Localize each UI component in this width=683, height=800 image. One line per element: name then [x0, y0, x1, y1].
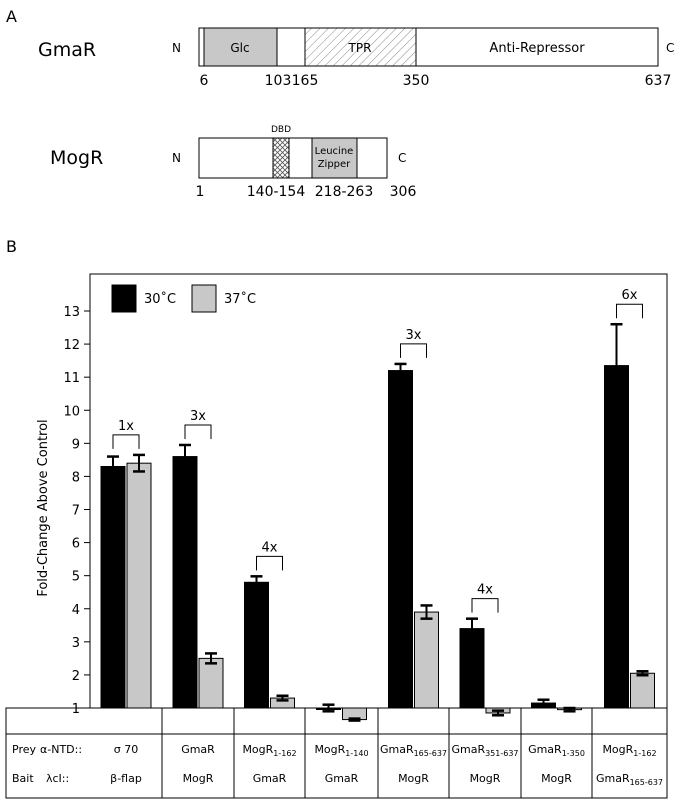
bait-cell: GmaR165-637: [596, 772, 663, 787]
gmar-c-terminus: C: [666, 41, 674, 55]
bar-30c: [604, 365, 629, 709]
prey-row-label: Prey: [12, 743, 36, 756]
table-frame: [5, 707, 668, 799]
prey-cell: GmaR351-637: [451, 743, 518, 758]
fold-bracket: [256, 555, 283, 571]
gmar-pos-350: 350: [403, 73, 430, 89]
bar-30c: [172, 456, 198, 709]
gmar-pos-165: 165: [292, 73, 319, 89]
gmar-tpr-label: TPR: [348, 41, 372, 55]
bar-37c: [630, 672, 655, 709]
bait-cell: MogR: [398, 772, 429, 785]
mogr-protein-bar: [198, 137, 388, 179]
y-tick-label: 7: [72, 504, 80, 519]
mogr-leucine-zipper-domain: [311, 137, 358, 179]
bar-37c: [198, 657, 224, 709]
y-tick-label: 9: [72, 437, 80, 452]
fold-label: 3x: [190, 409, 206, 424]
mogr-pos-140-154: 140-154: [247, 184, 306, 200]
mogr-lz-label-2: Zipper: [318, 159, 351, 170]
gmar-pos-103: 103: [265, 73, 292, 89]
bait-cell: MogR: [183, 772, 214, 785]
fold-label: 6x: [622, 288, 638, 303]
prey-cell: MogR1-162: [242, 743, 296, 758]
y-tick-label: 5: [72, 570, 80, 585]
bait-row-sub: λcI::: [46, 772, 69, 785]
mogr-n-terminus: N: [172, 151, 181, 165]
bait-cell: MogR: [470, 772, 501, 785]
fold-label: 1x: [118, 419, 134, 434]
y-tick-label: 3: [72, 636, 80, 651]
fold-bracket: [471, 598, 499, 613]
legend-label-30c: 30˚C: [144, 291, 176, 307]
y-axis-label: Fold-Change Above Control: [36, 419, 51, 596]
fold-bracket: [400, 343, 427, 358]
y-tick-label: 13: [63, 305, 80, 320]
gmar-pos-6: 6: [200, 73, 209, 89]
bait-row-label: Bait: [12, 772, 34, 785]
y-tick-label: 6: [72, 537, 80, 552]
gmar-glc-domain: [203, 27, 278, 67]
y-tick-label: 10: [63, 404, 80, 419]
prey-cell: GmaR165-637: [380, 743, 447, 758]
bait-cell: MogR: [541, 772, 572, 785]
bar-37c: [414, 611, 439, 709]
gmar-name: GmaR: [38, 39, 96, 61]
gmar-anti-repressor-label: Anti-Repressor: [489, 41, 585, 56]
mogr-dbd-label: DBD: [271, 125, 291, 135]
fold-label: 4x: [477, 583, 493, 598]
legend-label-37c: 37˚C: [224, 291, 256, 307]
bait-cell: GmaR: [325, 772, 359, 785]
bait-cell: GmaR: [253, 772, 287, 785]
fold-bracket: [616, 303, 643, 319]
fold-bracket: [112, 434, 140, 449]
mogr-dbd-domain: [272, 137, 290, 179]
gmar-glc-label: Glc: [230, 41, 249, 55]
y-tick-label: 12: [63, 338, 80, 353]
prey-cell: GmaR: [181, 743, 215, 756]
gmar-pos-637: 637: [645, 73, 672, 89]
mogr-pos-306: 306: [390, 184, 417, 200]
fold-label: 3x: [406, 328, 422, 343]
bar-30c: [244, 581, 269, 709]
bar-30c: [459, 628, 485, 709]
prey-bait-table: Prey α-NTD:: Bait λcI:: σ 70 GmaR MogR1-16…: [5, 707, 668, 799]
fold-label: 4x: [262, 540, 278, 555]
prey-cell: σ 70: [114, 743, 138, 756]
y-tick-label: 8: [72, 470, 80, 485]
legend-swatch-30c: [111, 284, 137, 313]
legend-swatch-37c: [191, 284, 217, 313]
bait-cell: β-flap: [110, 772, 142, 785]
panel-b-label: B: [6, 237, 17, 256]
prey-cell: MogR1-162: [602, 743, 656, 758]
gmar-tpr-domain: [304, 27, 417, 67]
mogr-name: MogR: [50, 147, 103, 169]
mogr-lz-label-1: Leucine: [315, 146, 354, 157]
fold-bracket: [184, 424, 212, 439]
gmar-n-terminus: N: [172, 41, 181, 55]
mogr-c-terminus: C: [398, 151, 406, 165]
fold-annotations: 1x 3x 4x 3x 4x 6x: [112, 288, 643, 613]
bars: [100, 322, 655, 722]
prey-cell: GmaR1-350: [528, 743, 585, 758]
panel-a-label: A: [6, 7, 17, 26]
mogr-pos-1: 1: [196, 184, 205, 200]
mogr-pos-218-263: 218-263: [315, 184, 374, 200]
bar-30c: [100, 465, 126, 709]
y-tick-label: 11: [63, 371, 80, 386]
y-tick-label: 2: [72, 669, 80, 684]
bar-30c: [388, 370, 413, 709]
prey-cell: MogR1-140: [314, 743, 368, 758]
y-tick-label: 4: [72, 603, 80, 618]
y-tick-label: 1: [72, 702, 80, 717]
prey-row-sub: α-NTD::: [40, 743, 82, 756]
bar-37c: [126, 462, 152, 709]
